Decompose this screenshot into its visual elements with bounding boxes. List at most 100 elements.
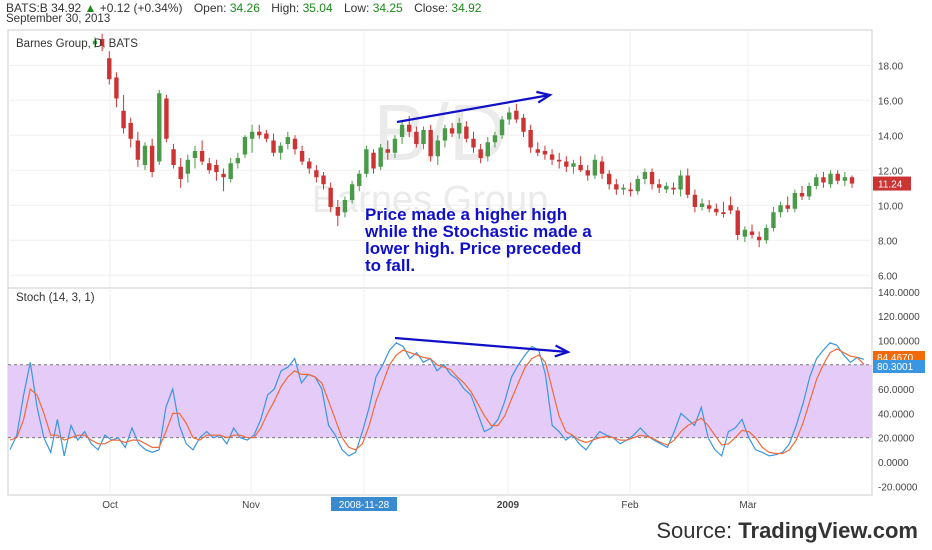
candle-body	[314, 170, 319, 178]
stoch-lower-high-arrow-head	[554, 344, 571, 358]
candle-body	[806, 186, 812, 197]
candle-body	[699, 203, 705, 207]
annotation-text: Price made a higher high while the Stoch…	[364, 205, 596, 275]
candle-body	[642, 172, 648, 179]
candle-body	[178, 166, 183, 179]
candle-body	[278, 145, 283, 153]
stoch-tick-label: 0.0000	[878, 458, 909, 469]
candle-body	[135, 140, 141, 160]
stoch-value-label: 84.4670	[877, 353, 914, 364]
candle-body	[656, 184, 662, 188]
stoch-tick-label: 100.0000	[878, 336, 920, 347]
candle-body	[428, 130, 433, 157]
candle-body	[464, 126, 469, 139]
candle-body	[171, 149, 176, 165]
candle-body	[678, 175, 683, 190]
candle-body	[249, 131, 255, 139]
candle-body	[514, 110, 519, 120]
candle-body	[821, 177, 826, 183]
candle-body	[606, 173, 612, 185]
candle-body	[399, 124, 405, 137]
price-change: +0.12 (+0.34%)	[99, 1, 183, 15]
candle-body	[107, 58, 112, 80]
candle-body	[157, 93, 162, 162]
symbol: BATS:B	[6, 1, 48, 15]
candle-body	[592, 159, 598, 176]
price-higher-high-arrow-head	[536, 90, 553, 104]
candle-body	[771, 212, 776, 228]
candle-body	[706, 205, 712, 209]
candle-body	[442, 128, 448, 141]
change-up-icon: ▲	[84, 1, 97, 15]
candle-body	[235, 158, 241, 164]
candle-body	[121, 110, 126, 129]
candle-body	[349, 184, 355, 200]
candle-body	[564, 161, 569, 167]
stoch-value-badge	[873, 360, 925, 373]
x-tick-label: Feb	[621, 500, 639, 511]
candle-body	[728, 205, 733, 211]
source-brand: TradingView.com	[738, 518, 918, 543]
candle-body	[492, 135, 498, 143]
stoch-tick-label: -20.0000	[878, 482, 918, 493]
candles	[92, 33, 855, 248]
candle-body	[507, 112, 512, 120]
candle-body	[414, 131, 419, 144]
candle-body	[585, 170, 590, 176]
chart-canvas[interactable]: B/D Barnes Group 6.008.0010.0012.0014.00…	[0, 0, 932, 520]
price-higher-high-arrow	[396, 93, 551, 124]
candle-body	[385, 149, 391, 153]
candle-body	[242, 137, 248, 155]
crosshair-date-box	[331, 497, 397, 511]
high-value: 35.04	[302, 1, 333, 15]
stoch-lines	[9, 342, 865, 457]
candle-body	[392, 138, 398, 153]
price-tick-label: 6.00	[878, 271, 898, 282]
candle-body	[321, 175, 326, 185]
candle-body	[599, 161, 605, 174]
quote-header: BATS:B 34.92 ▲ +0.12 (+0.34%) Open: 34.2…	[6, 1, 481, 15]
candle-body	[292, 138, 298, 150]
candle-body	[478, 149, 483, 158]
candle-body	[471, 138, 476, 148]
low-value: 34.25	[372, 1, 403, 15]
candle-body	[556, 159, 562, 162]
candle-body	[199, 151, 205, 162]
candle-body	[185, 159, 191, 174]
candle-body	[164, 98, 169, 139]
stoch-tick-label: 20.0000	[878, 434, 915, 445]
candle-body	[285, 137, 291, 144]
source-prefix: Source:	[656, 518, 739, 543]
candle-body	[407, 124, 412, 132]
candle-body	[649, 172, 655, 185]
candle-body	[749, 231, 755, 235]
candle-body	[221, 173, 226, 178]
candle-body	[842, 177, 848, 181]
x-tick-label: Oct	[102, 500, 118, 511]
last-price-badge	[873, 176, 911, 191]
candle-body	[828, 173, 833, 185]
close-label: Close:	[414, 1, 449, 15]
candle-body	[457, 123, 462, 134]
candle-body	[421, 130, 426, 144]
stoch-tick-label: 140.0000	[878, 288, 920, 299]
close-value: 34.92	[451, 1, 482, 15]
open-label: Open:	[193, 1, 227, 15]
candle-body	[664, 186, 669, 190]
stoch-tick-label: 60.0000	[878, 385, 915, 396]
candle-body	[192, 151, 198, 158]
candle-body	[228, 163, 233, 179]
candle-body	[635, 179, 640, 192]
price-tick-label: 14.00	[878, 131, 903, 142]
stoch-grid	[7, 287, 873, 496]
candle-body	[499, 119, 505, 136]
stoch-band	[8, 364, 872, 438]
open-value: 34.26	[229, 1, 260, 15]
candle-body	[128, 123, 133, 139]
candle-body	[485, 142, 490, 157]
candle-body	[542, 151, 548, 155]
candle-body	[835, 173, 840, 181]
x-tick-label: 2009	[497, 500, 520, 511]
candle-body	[799, 193, 805, 197]
candle-body	[92, 40, 98, 45]
